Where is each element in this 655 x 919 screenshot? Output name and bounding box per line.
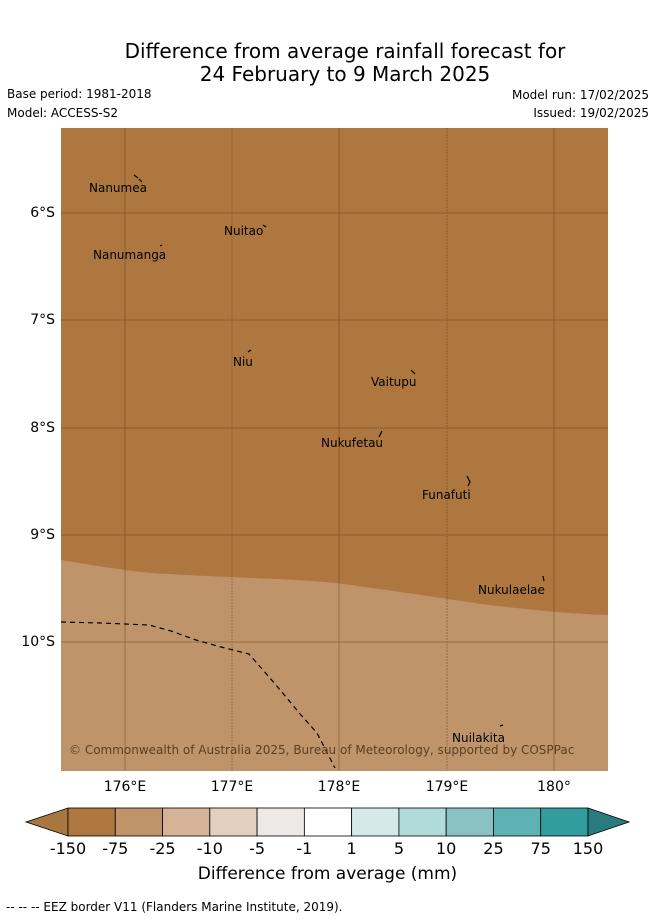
label-nuilakita: Nuilakita bbox=[452, 731, 505, 745]
colorbar-cell bbox=[67, 807, 116, 837]
colorbar-tick-label: -25 bbox=[149, 839, 176, 858]
title-line-2: 24 February to 9 March 2025 bbox=[199, 62, 491, 86]
island-nukufetau bbox=[378, 430, 383, 438]
island-nanumea bbox=[133, 174, 143, 183]
lat-tick-7s: 7°S bbox=[30, 312, 55, 328]
lat-tick-9s: 9°S bbox=[30, 527, 55, 543]
colorbar-cell bbox=[540, 807, 589, 837]
colorbar-tick-label: 5 bbox=[393, 839, 404, 858]
island-nanumanga bbox=[159, 244, 163, 247]
colorbar-cell bbox=[209, 807, 258, 837]
colorbar-extend-low bbox=[24, 807, 69, 837]
colorbar-tick-label: 1 bbox=[346, 839, 357, 858]
colorbar-cell bbox=[114, 807, 163, 837]
island-nukulaelae bbox=[542, 575, 545, 582]
colorbar-cell bbox=[256, 807, 305, 837]
graticule bbox=[61, 128, 608, 771]
model-run: Model run: 17/02/2025 bbox=[511, 88, 649, 102]
islands bbox=[133, 174, 545, 727]
colorbar-cell bbox=[351, 807, 400, 837]
label-nuitao: Nuitao bbox=[224, 224, 264, 238]
colorbar-tick-label: -1 bbox=[296, 839, 313, 858]
island-vaitupu bbox=[410, 369, 416, 375]
colorbar-cell bbox=[493, 807, 542, 837]
label-nanumanga: Nanumanga bbox=[93, 248, 167, 262]
issued-date: Issued: 19/02/2025 bbox=[533, 106, 649, 120]
colorbar-tick-label: -75 bbox=[102, 839, 129, 858]
colorbar bbox=[24, 807, 631, 837]
dry-moderate-region bbox=[61, 560, 608, 771]
colorbar-tick-label: -5 bbox=[249, 839, 266, 858]
label-funafuti: Funafuti bbox=[422, 488, 471, 502]
island-nuilakita bbox=[499, 724, 504, 727]
map-title: Difference from average rainfall forecas… bbox=[0, 40, 655, 86]
colorbar-label: Difference from average (mm) bbox=[197, 864, 458, 884]
colorbar-tick-label: -10 bbox=[196, 839, 223, 858]
lat-tick-6s: 6°S bbox=[30, 205, 55, 221]
label-niu: Niu bbox=[233, 355, 253, 369]
rainfall-map bbox=[61, 128, 608, 771]
island-niu bbox=[247, 349, 252, 353]
model-name: Model: ACCESS-S2 bbox=[7, 106, 119, 120]
lon-tick-178e: 178°E bbox=[317, 779, 361, 795]
colorbar-cell bbox=[303, 807, 353, 837]
label-vaitupu: Vaitupu bbox=[371, 375, 417, 389]
lat-tick-8s: 8°S bbox=[30, 420, 55, 436]
title-line-1: Difference from average rainfall forecas… bbox=[124, 39, 566, 63]
colorbar-tick-label: 10 bbox=[435, 839, 457, 858]
lon-tick-176e: 176°E bbox=[103, 779, 147, 795]
colorbar-cell bbox=[445, 807, 494, 837]
colorbar-cell bbox=[398, 807, 447, 837]
label-nanumea: Nanumea bbox=[89, 181, 147, 195]
label-nukufetau: Nukufetau bbox=[321, 436, 384, 450]
colorbar-tick-label: 150 bbox=[572, 839, 604, 858]
colorbar-tick-label: 75 bbox=[530, 839, 551, 858]
island-funafuti bbox=[466, 475, 471, 487]
lat-tick-10s: 10°S bbox=[21, 634, 55, 650]
lon-tick-179e: 179°E bbox=[425, 779, 469, 795]
colorbar-extend-high bbox=[587, 807, 631, 837]
lon-tick-177e: 177°E bbox=[210, 779, 254, 795]
island-nuitao bbox=[262, 224, 267, 228]
lon-tick-180: 180° bbox=[537, 779, 571, 795]
base-period: Base period: 1981-2018 bbox=[7, 87, 152, 101]
colorbar-tick-label: 25 bbox=[483, 839, 504, 858]
colorbar-cells bbox=[24, 807, 631, 837]
eez-border bbox=[61, 621, 336, 769]
label-nukulaelae: Nukulaelae bbox=[478, 583, 545, 597]
copyright-notice: © Commonwealth of Australia 2025, Bureau… bbox=[69, 743, 575, 757]
eez-legend-note: -- -- -- EEZ border V11 (Flanders Marine… bbox=[6, 900, 343, 914]
colorbar-cell bbox=[162, 807, 211, 837]
colorbar-tick-label: -150 bbox=[49, 839, 87, 858]
